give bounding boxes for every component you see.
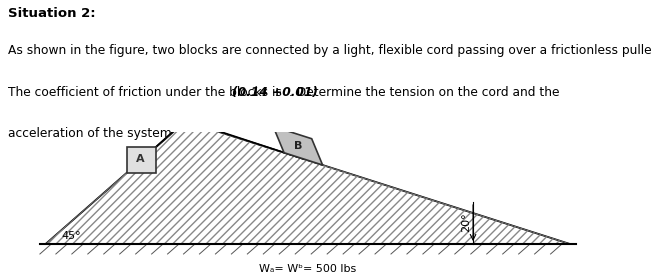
Text: (0.14 +0.01): (0.14 +0.01) (231, 86, 318, 99)
Text: . Determine the tension on the cord and the: . Determine the tension on the cord and … (289, 86, 559, 99)
Text: As shown in the figure, two blocks are connected by a light, flexible cord passi: As shown in the figure, two blocks are c… (8, 44, 652, 57)
Polygon shape (126, 147, 156, 173)
Polygon shape (46, 121, 570, 244)
Text: 45°: 45° (61, 231, 82, 241)
Polygon shape (273, 126, 323, 165)
Text: Wₐ= Wᵇ= 500 lbs: Wₐ= Wᵇ= 500 lbs (259, 264, 357, 274)
Text: A: A (136, 154, 144, 164)
Text: 20°: 20° (461, 212, 471, 232)
Text: The coefficient of friction under the blocks is: The coefficient of friction under the bl… (8, 86, 286, 99)
Text: B: B (293, 141, 302, 151)
Text: acceleration of the system.: acceleration of the system. (8, 127, 175, 140)
Circle shape (179, 108, 192, 120)
Text: Situation 2:: Situation 2: (8, 7, 95, 20)
